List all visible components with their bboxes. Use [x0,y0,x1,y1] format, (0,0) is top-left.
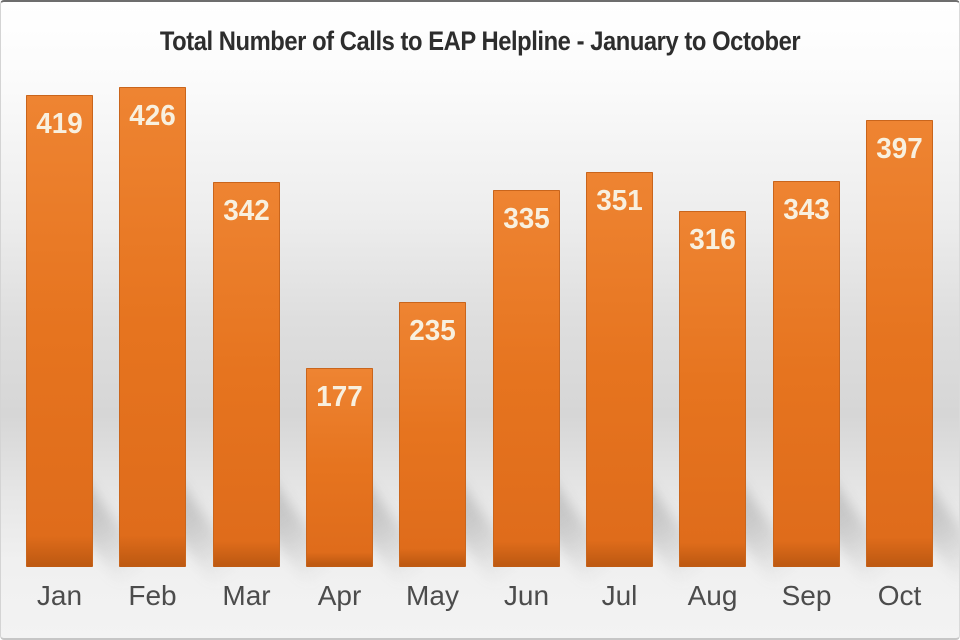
bar-value-label-jul: 351 [596,185,643,217]
x-axis-label-aug: Aug [687,580,738,611]
x-axis-label-sep: Sep [781,580,832,611]
bar-value-label-mar: 342 [223,195,270,227]
bar-sep: 343 [773,181,840,567]
x-axis-label-may: May [406,580,459,611]
x-axis-label-oct: Oct [877,580,922,611]
bar-aug: 316 [679,211,746,567]
bar-may: 235 [399,302,466,567]
chart-title: Total Number of Calls to EAP Helpline - … [159,26,801,56]
bar-apr: 177 [306,368,373,567]
bar-feb: 426 [119,87,186,567]
bar-value-label-may: 235 [409,315,456,347]
x-axis-label-jul: Jul [601,580,638,611]
bar-value-label-jun: 335 [503,203,550,235]
bar-value-label-jan: 419 [36,108,83,140]
bar-jan: 419 [26,95,93,567]
x-axis-label-feb: Feb [128,580,177,611]
x-axis-label-apr: Apr [317,580,362,611]
bar-value-label-apr: 177 [316,381,363,413]
x-axis-label-jun: Jun [503,580,550,611]
bar-jun: 335 [493,190,560,567]
bar-oct: 397 [866,120,933,567]
bar-value-label-aug: 316 [689,224,736,256]
bar-jul: 351 [586,172,653,567]
x-axis-label-jan: Jan [36,580,83,611]
bar-value-label-oct: 397 [876,133,923,165]
bar-value-label-feb: 426 [129,100,176,132]
bar-value-label-sep: 343 [783,194,830,226]
x-axis-label-mar: Mar [222,580,271,611]
bar-mar: 342 [213,182,280,567]
